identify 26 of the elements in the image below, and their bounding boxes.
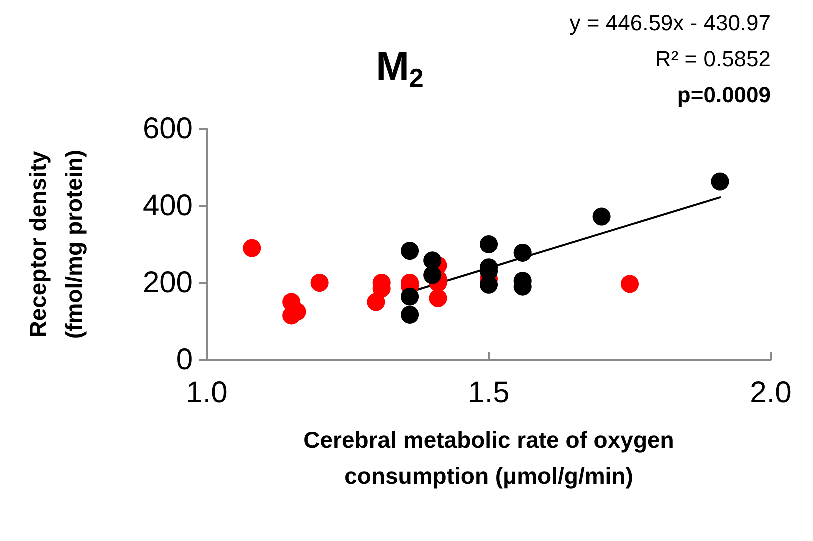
- point: [514, 244, 532, 262]
- point: [367, 293, 386, 312]
- point: [711, 172, 730, 191]
- point: [401, 242, 420, 260]
- point: [401, 288, 420, 306]
- y-axis-title: Receptor density (fmol/mg protein): [25, 150, 87, 340]
- point: [243, 239, 262, 258]
- x-axis-title: Cerebral metabolic rate of oxygen consumption (μmol/g/min): [304, 427, 674, 489]
- y-tick-label: 0: [176, 344, 193, 376]
- text: y = 446.59x - 430.97: [570, 10, 771, 36]
- x-tick-label: 1.5: [468, 376, 510, 410]
- point: [310, 274, 329, 292]
- y-tick-label: 600: [142, 112, 193, 146]
- point: [621, 275, 639, 294]
- x-tick-label: 2.0: [750, 376, 792, 410]
- text: R² = 0.5852: [655, 46, 771, 72]
- point: [424, 252, 442, 270]
- text: p=0.0009: [677, 82, 771, 108]
- y-tick-label: 200: [142, 266, 193, 300]
- point: [480, 236, 498, 254]
- x-tick-label: 1.0: [186, 376, 228, 410]
- y-tick-label: 400: [142, 190, 193, 222]
- point: [429, 289, 448, 308]
- point: [401, 306, 420, 324]
- point: [592, 208, 611, 226]
- point: [424, 266, 442, 284]
